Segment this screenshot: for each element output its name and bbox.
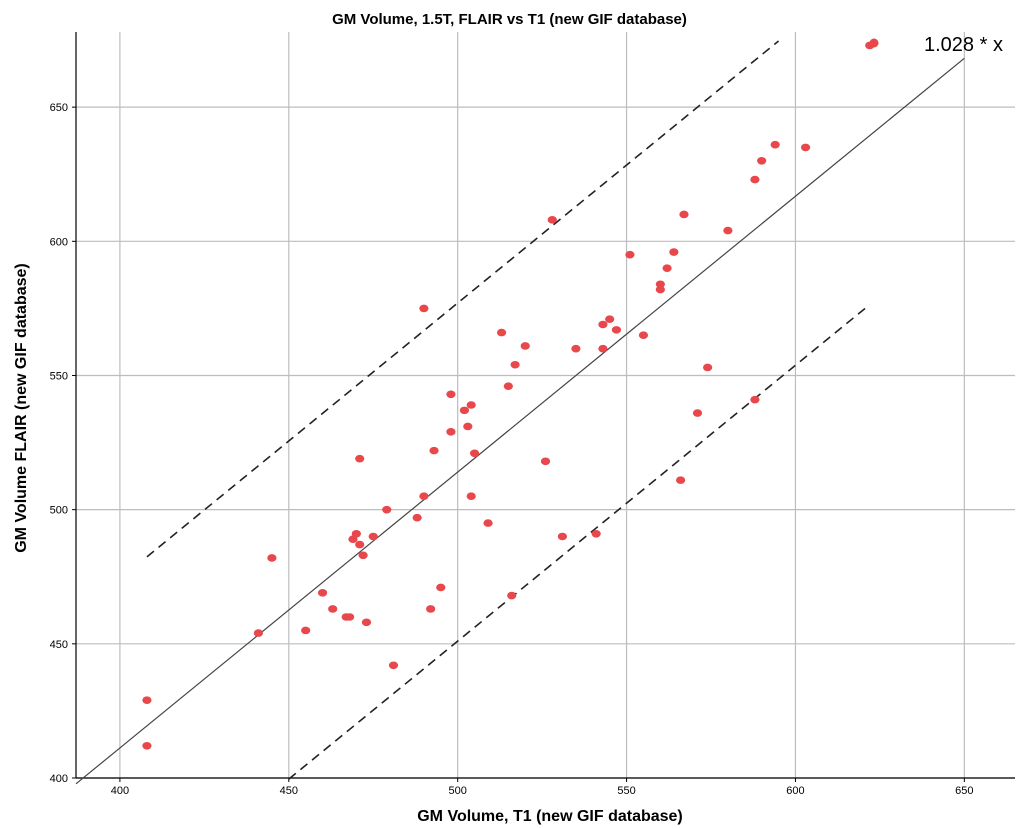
- data-point: [382, 505, 392, 514]
- data-point: [598, 344, 608, 353]
- data-point: [723, 226, 733, 235]
- x-axis-label: GM Volume, T1 (new GIF database): [417, 808, 683, 825]
- legend-marker: [869, 38, 879, 48]
- data-point: [669, 248, 679, 256]
- data-point: [571, 344, 581, 353]
- y-axis-label: GM Volume FLAIR (new GIF database): [13, 263, 30, 553]
- y-tick-label: 550: [50, 370, 68, 382]
- data-point: [253, 629, 263, 637]
- data-point: [388, 661, 399, 670]
- data-point: [368, 532, 378, 541]
- data-point: [547, 216, 557, 224]
- data-point: [692, 409, 703, 417]
- data-point: [419, 492, 429, 501]
- data-point: [503, 382, 513, 391]
- data-point: [466, 492, 476, 501]
- data-point: [510, 360, 520, 369]
- y-tick-label: 450: [50, 639, 68, 651]
- data-point: [638, 331, 649, 340]
- y-tick-label: 400: [50, 773, 68, 785]
- data-point: [344, 613, 355, 621]
- data-point: [655, 280, 665, 289]
- data-point: [317, 589, 328, 597]
- data-point: [361, 618, 372, 627]
- x-tick-labels: 400 450 500 550 600 650: [111, 785, 974, 797]
- legend: 1.028 * x: [869, 34, 1003, 56]
- x-tick-label: 600: [786, 785, 804, 797]
- y-tick-labels: 400 450 500 550 600 650: [50, 102, 68, 785]
- data-point: [703, 363, 713, 372]
- confidence-bound-line: [288, 303, 871, 780]
- data-points: [142, 41, 875, 750]
- data-point: [662, 264, 672, 272]
- data-point: [655, 285, 665, 294]
- data-point: [750, 175, 760, 184]
- data-point: [676, 476, 686, 484]
- confidence-bound-line: [146, 40, 780, 558]
- data-point: [436, 583, 446, 592]
- data-point: [328, 605, 338, 613]
- data-point: [301, 626, 311, 635]
- y-tick-label: 650: [50, 102, 68, 114]
- data-point: [483, 519, 493, 527]
- data-point: [142, 696, 152, 704]
- data-point: [598, 320, 608, 329]
- x-tick-label: 550: [617, 785, 635, 797]
- data-point: [463, 422, 473, 431]
- data-point: [419, 304, 429, 313]
- data-point: [466, 401, 476, 409]
- legend-label: 1.028 * x: [924, 34, 1003, 56]
- data-point: [496, 328, 507, 337]
- data-point: [520, 342, 530, 350]
- scatter-plot: 400 450 500 550 600 650 400 450 500 550 600 650 1.…: [50, 32, 1015, 797]
- grid-lines: [76, 32, 1015, 779]
- data-point: [412, 513, 422, 522]
- data-point: [426, 605, 436, 613]
- data-point: [459, 406, 470, 415]
- data-point: [469, 449, 480, 458]
- data-point: [770, 140, 780, 149]
- data-point: [358, 551, 368, 560]
- data-point: [267, 554, 277, 562]
- data-point: [540, 457, 551, 466]
- x-tick-label: 650: [955, 785, 973, 797]
- data-point: [557, 532, 567, 541]
- data-point: [611, 326, 622, 334]
- chart-title: GM Volume, 1.5T, FLAIR vs T1 (new GIF da…: [332, 11, 687, 28]
- data-point: [355, 454, 365, 463]
- x-tick-label: 450: [280, 785, 298, 797]
- data-point: [446, 390, 456, 399]
- data-point: [351, 530, 361, 538]
- axes: [72, 32, 1015, 782]
- data-point: [625, 250, 635, 259]
- data-point: [429, 446, 439, 455]
- x-tick-label: 500: [449, 785, 467, 797]
- x-tick-label: 400: [111, 785, 129, 797]
- y-tick-label: 600: [50, 236, 68, 248]
- data-point: [446, 428, 456, 436]
- reference-lines: [75, 40, 965, 785]
- data-point: [605, 315, 615, 323]
- data-point: [757, 157, 767, 165]
- data-point: [142, 741, 152, 750]
- data-point: [800, 143, 811, 152]
- data-point: [355, 540, 365, 549]
- data-point: [750, 395, 760, 404]
- data-point: [507, 591, 517, 600]
- data-point: [679, 210, 689, 219]
- data-point: [591, 530, 601, 538]
- y-tick-label: 500: [50, 505, 68, 517]
- fit-line: [75, 57, 965, 785]
